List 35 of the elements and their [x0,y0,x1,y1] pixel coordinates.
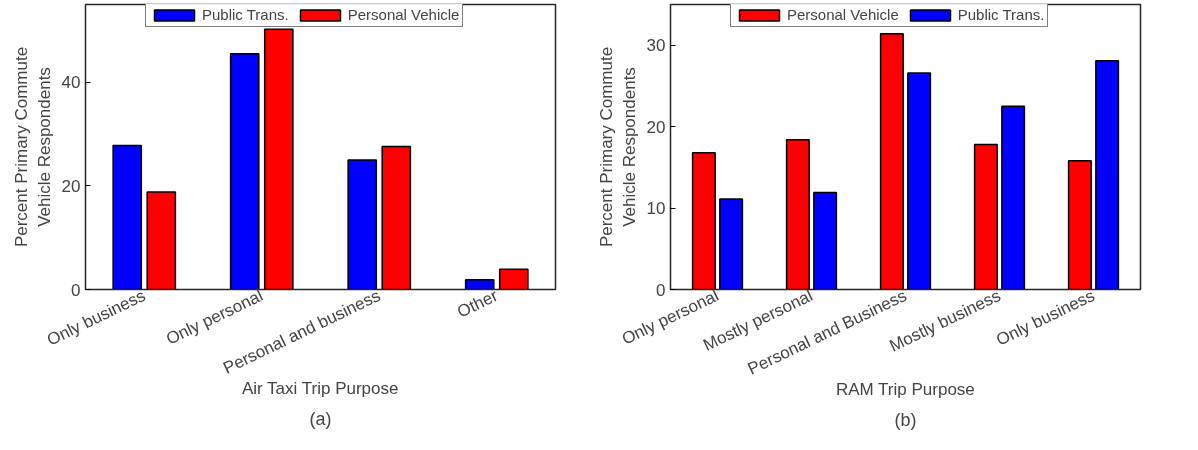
text: (b) [894,409,917,430]
bar [1095,59,1120,290]
bar [464,278,495,290]
legend-label: Public Trans. [202,6,289,23]
bar [112,144,143,290]
y-tick-label: 40 [61,73,81,93]
legend-label: Public Trans. [957,6,1045,23]
bar [1067,160,1092,290]
y-tick-label: 20 [646,117,666,137]
y-tick-label: 30 [646,36,666,56]
bar [347,159,378,290]
bar [498,268,529,290]
x-axis-title: Air Taxi Trip Purpose [241,379,399,399]
bar [146,191,177,290]
y-tick-label: 10 [646,199,666,219]
legend-label: Personal Vehicle [347,6,460,23]
y-tick-label: 20 [61,176,81,196]
bar [813,191,838,290]
bar [229,52,260,290]
bar [263,28,294,290]
legend-label: Personal Vehicle [787,6,899,23]
y-tick-label: 0 [71,280,81,300]
text: (a) [309,408,332,429]
bar [785,138,810,290]
x-axis-title: RAM Trip Purpose [835,380,975,400]
y-axis-title: Percent Primary Commute Vehicle Respondents [596,46,639,248]
bar [1001,105,1026,290]
bar [973,143,998,290]
x-tick-label: Other [454,285,502,322]
y-axis-title: Percent Primary Commute Vehicle Respondents [11,46,54,248]
bar [907,72,932,290]
bar [691,151,716,290]
bar [381,145,412,290]
bar [879,33,904,290]
bar [719,198,744,290]
